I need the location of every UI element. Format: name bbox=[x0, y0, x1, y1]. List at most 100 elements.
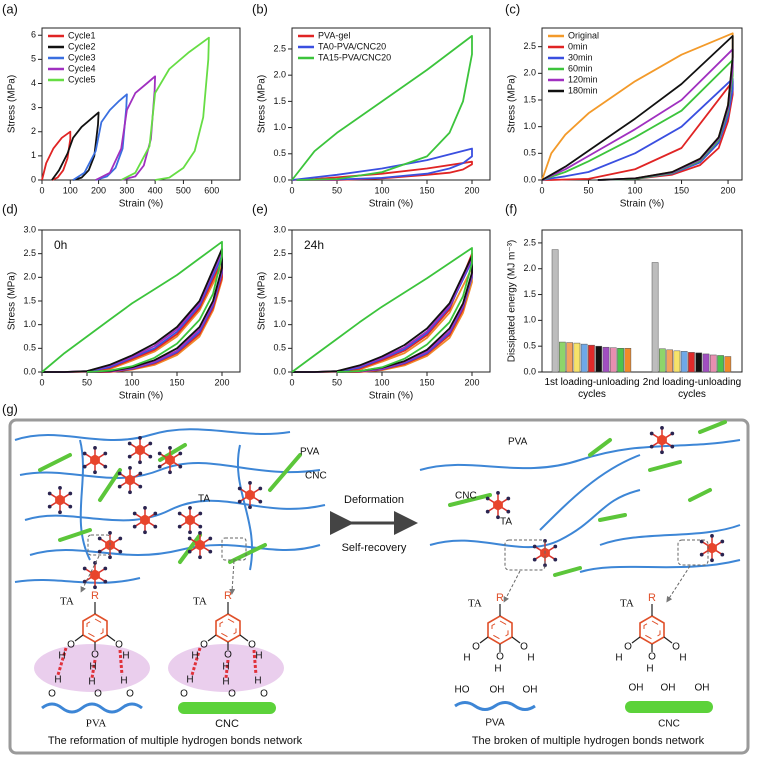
atom-label: O bbox=[94, 689, 102, 700]
y-tick-label: 2.5 bbox=[273, 43, 286, 53]
atom-label: H bbox=[186, 675, 193, 686]
bond bbox=[74, 634, 84, 642]
x-tick-label: 0 bbox=[289, 377, 294, 387]
y-tick-label: 1.0 bbox=[273, 319, 286, 329]
ta-label: TA bbox=[620, 598, 634, 610]
pva-label: PVA bbox=[508, 437, 528, 448]
x-tick-label: 100 bbox=[374, 185, 389, 195]
atom-label: H bbox=[88, 677, 95, 688]
atom-label: H bbox=[222, 677, 229, 688]
bar bbox=[702, 353, 710, 373]
panel-label: (c) bbox=[505, 1, 520, 16]
y-tick-label: 3.0 bbox=[273, 224, 286, 234]
atom-label: R bbox=[224, 590, 232, 602]
y-tick-label: 2.5 bbox=[523, 237, 536, 247]
y-axis-title: Stress (MPa) bbox=[7, 272, 18, 330]
bar bbox=[580, 343, 588, 373]
y-tick-label: 6 bbox=[31, 30, 36, 40]
y-tick-label: 2.5 bbox=[523, 41, 536, 51]
legend-label: PVA-gel bbox=[318, 30, 350, 40]
legend-label: 120min bbox=[568, 74, 598, 84]
x-tick-label: 50 bbox=[332, 185, 342, 195]
legend-label: Cycle3 bbox=[68, 52, 96, 62]
data-line bbox=[41, 240, 223, 373]
ta-structure bbox=[207, 602, 249, 650]
y-tick-label: 5 bbox=[31, 54, 36, 64]
atom-label: H bbox=[191, 651, 198, 662]
data-line bbox=[95, 75, 156, 181]
y-tick-label: 1.5 bbox=[523, 94, 536, 104]
cnc-rod bbox=[625, 701, 713, 713]
y-tick-label: 1.0 bbox=[273, 122, 286, 132]
pva-network-right bbox=[419, 439, 741, 573]
atom-label: H bbox=[222, 662, 229, 673]
y-tick-label: 0 bbox=[31, 174, 36, 184]
y-axis-title: Stress (MPa) bbox=[257, 272, 268, 330]
plot-frame bbox=[41, 27, 241, 181]
x-axis-title: Strain (%) bbox=[119, 199, 163, 210]
pva-label: PVA bbox=[485, 718, 505, 729]
y-tick-label: 2.0 bbox=[523, 68, 536, 78]
y-axis-title: Stress (MPa) bbox=[7, 75, 18, 133]
legend-label: 180min bbox=[568, 85, 598, 95]
ta-label: TA bbox=[500, 517, 512, 528]
legend-label: TA0-PVA/CNC20 bbox=[318, 41, 386, 51]
x-tick-label: 100 bbox=[374, 377, 389, 387]
atom-label: O bbox=[648, 652, 656, 663]
benzene-inner bbox=[219, 618, 237, 638]
ta-label: TA bbox=[198, 494, 210, 505]
x-tick-label: 400 bbox=[148, 185, 163, 195]
data-line bbox=[72, 93, 128, 181]
y-tick-label: 3 bbox=[31, 102, 36, 112]
bar bbox=[659, 348, 666, 373]
y-tick-label: 0.0 bbox=[273, 366, 286, 376]
data-line bbox=[291, 147, 473, 181]
cnc-label: CNC bbox=[455, 491, 477, 502]
atom-label: O bbox=[67, 640, 75, 651]
y-tick-label: 1.5 bbox=[273, 96, 286, 106]
legend-label: Original bbox=[568, 30, 599, 40]
bar bbox=[717, 355, 724, 373]
atom-label: H bbox=[254, 676, 261, 687]
legend-label: Cycle1 bbox=[68, 30, 96, 40]
x-axis-title: Strain (%) bbox=[369, 391, 413, 402]
legend-label: TA15-PVA/CNC20 bbox=[318, 52, 391, 62]
panel-label: (g) bbox=[2, 401, 18, 416]
pva-label: PVA bbox=[86, 718, 107, 730]
zoom-boxes-left bbox=[80, 534, 247, 595]
atom-label: O bbox=[472, 642, 480, 653]
panel-label: (f) bbox=[505, 201, 517, 216]
y-tick-label: 1.5 bbox=[273, 295, 286, 305]
bar bbox=[595, 345, 603, 373]
y-tick-label: 1.0 bbox=[523, 315, 536, 325]
x-tick-label: 200 bbox=[464, 377, 479, 387]
bond bbox=[207, 634, 217, 642]
panel-label: (a) bbox=[2, 1, 18, 16]
y-tick-label: 0.5 bbox=[523, 148, 536, 158]
panel-label: (b) bbox=[252, 1, 268, 16]
atom-label: H bbox=[463, 653, 470, 664]
y-tick-label: 2.0 bbox=[273, 70, 286, 80]
benzene-ring bbox=[639, 615, 665, 645]
bond bbox=[663, 636, 673, 644]
panel-frame bbox=[8, 418, 750, 755]
cnc-label: CNC bbox=[215, 718, 239, 730]
atom-label: H bbox=[58, 651, 65, 662]
atom-label: O bbox=[624, 642, 632, 653]
x-tick-label: 0 bbox=[39, 185, 44, 195]
x-tick-label: 50 bbox=[584, 185, 594, 195]
benzene-ring bbox=[215, 613, 241, 643]
x-axis-title: Strain (%) bbox=[119, 391, 163, 402]
atom-label: O bbox=[672, 642, 680, 653]
y-axis-title: Stress (MPa) bbox=[507, 75, 518, 133]
atom-label: O bbox=[248, 640, 256, 651]
y-tick-label: 2.0 bbox=[273, 272, 286, 282]
x-tick-label: 200 bbox=[214, 377, 229, 387]
plot-frame bbox=[541, 229, 743, 373]
data-line bbox=[291, 247, 473, 373]
bond bbox=[511, 636, 521, 644]
legend-label: 60min bbox=[568, 63, 593, 73]
ta-structure bbox=[74, 602, 116, 650]
pva-network-left bbox=[14, 428, 326, 584]
